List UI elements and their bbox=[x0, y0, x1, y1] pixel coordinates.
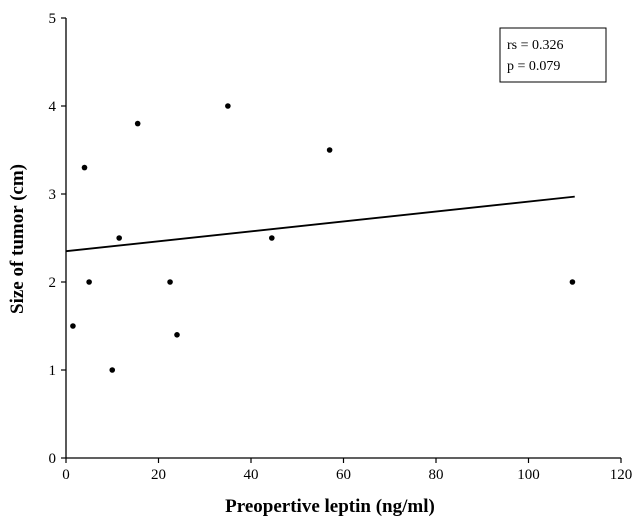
y-tick-label-3: 3 bbox=[49, 187, 57, 203]
x-axis-title: Preopertive leptin (ng/ml) bbox=[225, 496, 435, 517]
x-tick-label-0: 0 bbox=[62, 467, 70, 483]
y-tick-label-0: 0 bbox=[49, 451, 57, 467]
data-point-8 bbox=[225, 103, 231, 109]
data-point-2 bbox=[86, 279, 92, 285]
y-axis-title: Size of tumor (cm) bbox=[7, 164, 28, 314]
y-tick-label-1: 1 bbox=[49, 363, 57, 379]
y-tick-label-2: 2 bbox=[49, 275, 57, 291]
trendline-group bbox=[65, 195, 575, 253]
stats-rs-label: rs = 0.326 bbox=[507, 38, 564, 53]
trend-line bbox=[65, 195, 575, 253]
data-point-3 bbox=[109, 367, 116, 373]
y-tick-label-5: 5 bbox=[49, 11, 57, 27]
stats-box bbox=[499, 27, 607, 83]
x-tick-label-3: 60 bbox=[336, 467, 351, 483]
x-tick-label-2: 40 bbox=[244, 467, 259, 483]
y-tick-label-4: 4 bbox=[49, 99, 57, 115]
data-point-11 bbox=[569, 279, 576, 285]
data-point-4 bbox=[116, 235, 122, 241]
axes: 0 20 40 60 80 100 120 0 1 2 3 4 5 bbox=[49, 11, 633, 483]
data-point-0 bbox=[70, 323, 76, 329]
stats-annotation: rs = 0.326 p = 0.079 bbox=[499, 27, 607, 83]
data-point-10 bbox=[326, 147, 333, 153]
x-tick-label-1: 20 bbox=[151, 467, 166, 483]
x-tick-label-6: 120 bbox=[610, 467, 633, 483]
x-tick-label-5: 100 bbox=[517, 467, 540, 483]
x-tick-label-4: 80 bbox=[429, 467, 444, 483]
data-point-7 bbox=[174, 332, 180, 338]
data-point-1 bbox=[81, 164, 88, 171]
data-point-5 bbox=[134, 120, 141, 127]
data-points bbox=[70, 103, 576, 373]
stats-p-label: p = 0.079 bbox=[507, 59, 560, 74]
data-point-6 bbox=[167, 279, 173, 285]
data-point-9 bbox=[269, 235, 275, 241]
